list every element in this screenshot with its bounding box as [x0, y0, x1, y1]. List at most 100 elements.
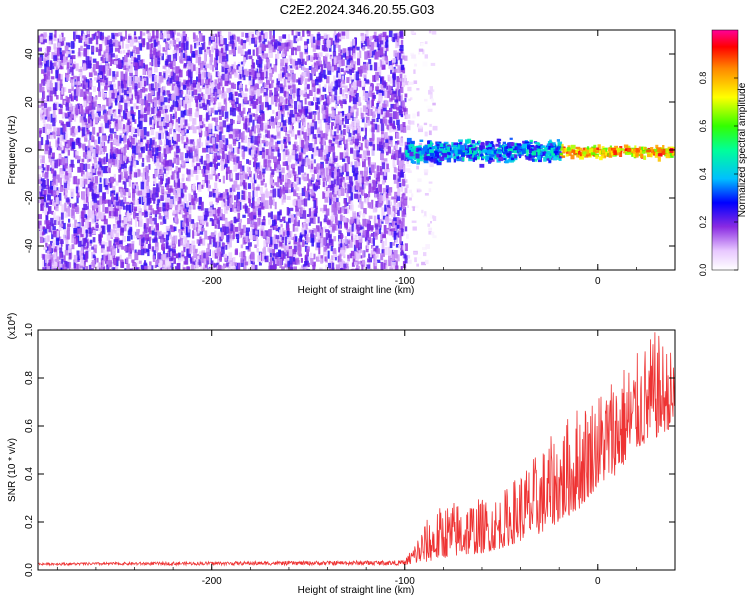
- heatmap-cell: [320, 143, 324, 153]
- heatmap-cell: [400, 94, 403, 102]
- heatmap-cell: [232, 138, 237, 145]
- heatmap-cell: [205, 79, 210, 84]
- heatmap-cell: [289, 257, 293, 265]
- heatmap-cell: [333, 170, 337, 180]
- heatmap-cell: [359, 142, 363, 151]
- heatmap-cell: [286, 66, 291, 71]
- heatmap-cell: [368, 141, 373, 146]
- heatmap-cell: [378, 217, 380, 226]
- heatmap-cell: [109, 53, 113, 62]
- heatmap-cell: [131, 163, 135, 167]
- heatmap-cell: [286, 230, 289, 240]
- heatmap-cell: [371, 123, 375, 133]
- heatmap-cell: [55, 65, 59, 74]
- heatmap-cell: [122, 181, 125, 185]
- heatmap-cell: [287, 155, 292, 163]
- heatmap-cell: [204, 175, 209, 184]
- heatmap-cell: [321, 139, 324, 145]
- heatmap-cell: [91, 189, 95, 196]
- heatmap-cell: [176, 133, 181, 142]
- heatmap-cell: [162, 109, 165, 118]
- heatmap-cell: [46, 185, 49, 189]
- heatmap-cell: [44, 107, 48, 116]
- heatmap-cell: [79, 116, 84, 123]
- heatmap-cell: [93, 101, 97, 107]
- heatmap-cell: [224, 144, 227, 151]
- heatmap-cell: [248, 171, 252, 178]
- heatmap-cell: [280, 234, 285, 241]
- heatmap-cell: [55, 269, 59, 270]
- heatmap-cell: [234, 226, 239, 232]
- heatmap-cell: [191, 240, 196, 247]
- heatmap-cell: [323, 59, 327, 69]
- heatmap-cell: [183, 214, 188, 223]
- heatmap-cell: [361, 176, 365, 185]
- heatmap-cell: [134, 251, 139, 261]
- heatmap-cell: [147, 142, 150, 149]
- heatmap-cell: [219, 126, 224, 134]
- heatmap-cell: [78, 69, 83, 73]
- heatmap-cell: [296, 177, 301, 185]
- heatmap-cell: [59, 47, 62, 55]
- heatmap-cell: [377, 112, 381, 119]
- heatmap-cell: [156, 91, 161, 101]
- heatmap-cell: [389, 249, 393, 258]
- heatmap-cell: [348, 105, 351, 114]
- heatmap-cell: [281, 167, 285, 174]
- heatmap-cell: [105, 57, 109, 66]
- heatmap-cell: [140, 142, 144, 147]
- heatmap-cell: [202, 165, 206, 174]
- heatmap-cell: [97, 136, 101, 144]
- heatmap-cell: [284, 90, 287, 98]
- heatmap-cell: [112, 40, 116, 47]
- heatmap-cell: [43, 58, 46, 64]
- heatmap-cell: [271, 152, 274, 160]
- heatmap-cell: [219, 79, 223, 86]
- heatmap-cell: [323, 74, 327, 80]
- heatmap-cell: [296, 178, 299, 184]
- heatmap-cell: [56, 231, 60, 239]
- heatmap-cell: [322, 69, 326, 78]
- heatmap-cell: [165, 239, 169, 249]
- heatmap-cell: [50, 87, 54, 95]
- heatmap-cell: [123, 155, 128, 162]
- heatmap-cell: [153, 39, 156, 48]
- heatmap-cell: [277, 148, 280, 157]
- heatmap-cell: [247, 256, 252, 265]
- heatmap-cell: [340, 130, 343, 136]
- heatmap-cell: [396, 106, 400, 111]
- heatmap-cell: [85, 237, 88, 243]
- heatmap-cell: [175, 122, 179, 132]
- heatmap-cell: [95, 35, 99, 45]
- heatmap-cell: [374, 262, 378, 267]
- heatmap-cell: [334, 139, 338, 144]
- heatmap-cell: [371, 233, 374, 237]
- heatmap-cell: [347, 69, 351, 74]
- heatmap-cell: [329, 98, 332, 105]
- heatmap-cell: [304, 172, 307, 176]
- heatmap-cell: [399, 58, 403, 65]
- heatmap-cell: [403, 174, 406, 181]
- heatmap-cell: [154, 105, 158, 114]
- heatmap-cell: [292, 199, 296, 206]
- heatmap-cell: [219, 106, 222, 115]
- heatmap-cell: [87, 230, 90, 237]
- heatmap-cell: [88, 37, 93, 44]
- heatmap-cell: [373, 215, 377, 224]
- heatmap-cell: [324, 214, 328, 223]
- heatmap-cell: [279, 229, 282, 239]
- heatmap-cell: [166, 257, 171, 262]
- heatmap-cell: [371, 100, 374, 108]
- heatmap-cell: [40, 87, 45, 93]
- heatmap-cell: [327, 250, 330, 259]
- heatmap-cell: [118, 214, 122, 223]
- heatmap-cell: [59, 263, 63, 268]
- heatmap-cell: [181, 250, 185, 259]
- heatmap-cell: [38, 176, 42, 184]
- heatmap-cell: [217, 56, 220, 64]
- heatmap-cell: [264, 71, 268, 79]
- heatmap-cell: [178, 257, 183, 262]
- heatmap-cell: [81, 170, 85, 177]
- heatmap-cell: [133, 52, 136, 57]
- heatmap-cell: [157, 55, 161, 61]
